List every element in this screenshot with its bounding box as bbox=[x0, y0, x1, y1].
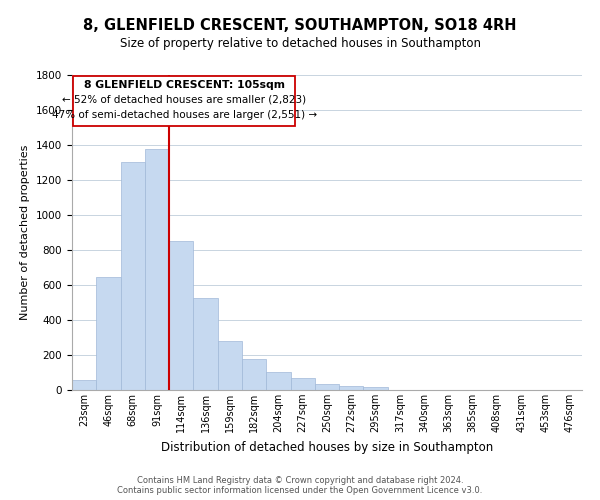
Bar bbox=[145, 150, 169, 390]
Y-axis label: Number of detached properties: Number of detached properties bbox=[20, 145, 31, 320]
Text: Contains public sector information licensed under the Open Government Licence v3: Contains public sector information licen… bbox=[118, 486, 482, 495]
Bar bbox=[72, 380, 96, 390]
Bar bbox=[242, 360, 266, 390]
Bar bbox=[193, 298, 218, 390]
Text: ← 52% of detached houses are smaller (2,823): ← 52% of detached houses are smaller (2,… bbox=[62, 94, 307, 104]
Text: Contains HM Land Registry data © Crown copyright and database right 2024.: Contains HM Land Registry data © Crown c… bbox=[137, 476, 463, 485]
Bar bbox=[73, 76, 295, 126]
Bar bbox=[339, 386, 364, 390]
X-axis label: Distribution of detached houses by size in Southampton: Distribution of detached houses by size … bbox=[161, 440, 493, 454]
Text: 47% of semi-detached houses are larger (2,551) →: 47% of semi-detached houses are larger (… bbox=[52, 110, 317, 120]
Bar bbox=[290, 378, 315, 390]
Text: 8 GLENFIELD CRESCENT: 105sqm: 8 GLENFIELD CRESCENT: 105sqm bbox=[84, 80, 285, 90]
Text: Size of property relative to detached houses in Southampton: Size of property relative to detached ho… bbox=[119, 38, 481, 51]
Bar bbox=[121, 162, 145, 390]
Bar bbox=[266, 372, 290, 390]
Bar bbox=[169, 242, 193, 390]
Text: 8, GLENFIELD CRESCENT, SOUTHAMPTON, SO18 4RH: 8, GLENFIELD CRESCENT, SOUTHAMPTON, SO18… bbox=[83, 18, 517, 32]
Bar bbox=[364, 388, 388, 390]
Bar bbox=[315, 384, 339, 390]
Bar bbox=[96, 277, 121, 390]
Bar bbox=[218, 341, 242, 390]
